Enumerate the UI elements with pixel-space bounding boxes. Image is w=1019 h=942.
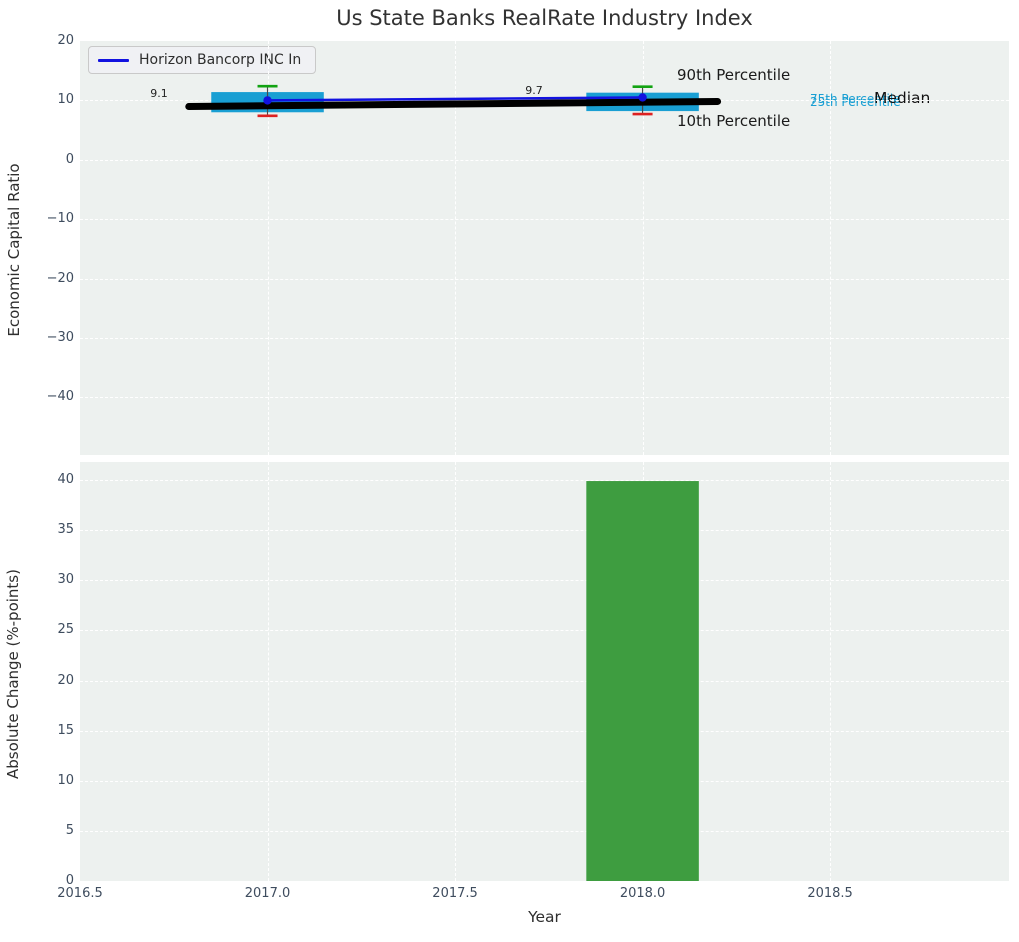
value-label-2017: 9.1 [150,87,168,100]
x-tick-label: 2018.0 [619,886,666,901]
gridline-horizontal [80,337,1009,339]
x-tick-label: 2017.0 [244,886,291,901]
bar-layer [586,481,699,881]
gridline-horizontal [80,730,1009,732]
gridline-horizontal [80,159,1009,161]
annotation-90th-percentile: 90th Percentile [677,66,791,84]
y-tick-label: −10 [46,211,74,227]
y-tick-label: 0 [65,873,74,888]
gridline-vertical [455,41,457,455]
annotation-25th-percentile: 25th Percentile [810,95,901,109]
gridline-horizontal [80,530,1009,532]
y-tick-label: 20 [57,672,74,688]
gridline-horizontal [80,580,1009,582]
value-label-2018: 9.7 [525,84,543,97]
gridline-vertical [642,462,644,881]
gridline-horizontal [80,219,1009,221]
y-tick-label: 10 [57,772,74,788]
x-tick-label: 2016.5 [57,886,103,901]
legend: Horizon Bancorp INC In [88,46,317,74]
gridline-horizontal [80,830,1009,832]
gridline-vertical [642,41,644,455]
chart-title: Us State Banks RealRate Industry Index [336,6,753,30]
y-tick-label: 40 [57,472,74,488]
gridline-horizontal [80,100,1009,102]
gridline-vertical [267,41,269,455]
gridline-horizontal [80,680,1009,682]
gridline-vertical [455,462,457,881]
annotation-75th-percentile: 75th Percentile [810,92,901,106]
gridline-horizontal [80,780,1009,782]
annotation-10th-percentile: 10th Percentile [677,112,791,130]
y-tick-label: 25 [57,622,74,638]
y-tick-label: 20 [57,33,74,48]
legend-line-sample [98,58,129,62]
top-plot-area: Horizon Bancorp INC In 9.1 9.7 90th Perc… [80,41,1009,455]
legend-label: Horizon Bancorp INC In [139,52,302,68]
y-tick-label: 35 [57,522,74,538]
gridline-vertical [830,41,832,455]
y-tick-label: 0 [65,151,74,167]
annotation-median: Median [874,89,931,107]
x-axis-label: Year [528,908,561,926]
gridline-horizontal [80,630,1009,632]
y-tick-label: 10 [57,92,74,108]
x-tick-label: 2018.5 [807,886,853,901]
y-tick-label: 30 [57,572,74,588]
gridline-vertical [267,462,269,881]
y-tick-label: −20 [46,270,74,286]
y-tick-label: −30 [46,329,74,345]
bottom-plot-area [80,462,1009,881]
gridline-horizontal [80,397,1009,399]
gridline-horizontal [80,278,1009,280]
top-y-axis-label: Economic Capital Ratio [5,163,23,337]
y-tick-label: −40 [46,389,74,405]
y-tick-label: 15 [57,722,74,738]
x-tick-label: 2017.5 [432,886,478,901]
gridline-vertical [830,462,832,881]
y-tick-label: 5 [65,822,74,838]
gridline-horizontal [80,480,1009,482]
